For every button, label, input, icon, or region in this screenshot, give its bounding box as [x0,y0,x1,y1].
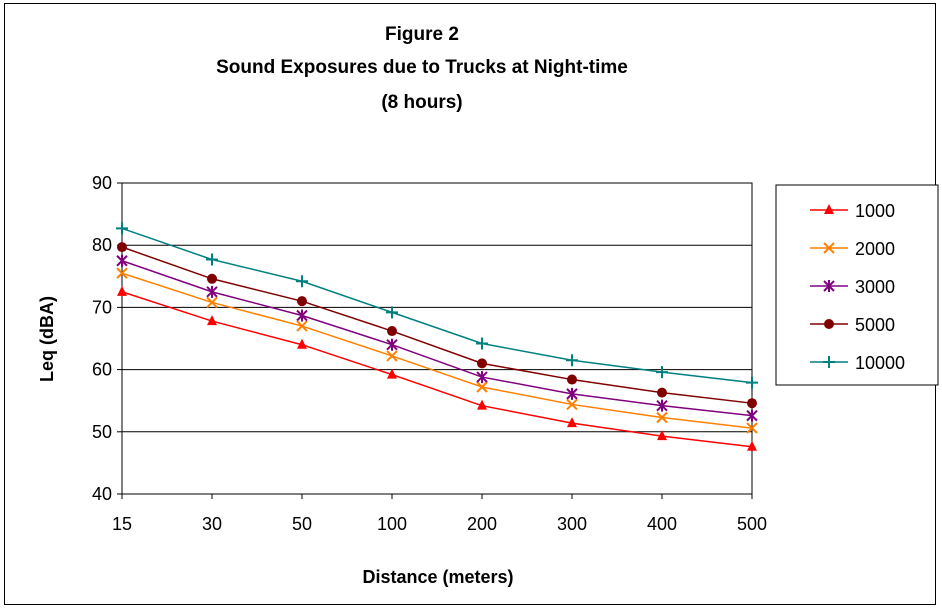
legend-box [775,184,939,386]
x-tick-label-300: 300 [557,514,587,534]
point-10000-500 [746,376,758,389]
legend-item-10000: 10000 [810,353,905,373]
legend-item-3000: 3000 [810,277,895,297]
point-2000-500 [746,422,758,434]
legend-marker-1000 [824,204,834,214]
point-5000-15 [117,242,127,253]
legend-item-1000: 1000 [810,201,895,221]
y-tick-label-70: 70 [92,297,112,317]
y-tick-label-40: 40 [92,484,112,504]
y-tick-labels: 40 50 60 70 80 90 [92,173,112,504]
point-2000-400 [656,411,668,424]
legend-label-10000: 10000 [855,353,905,373]
point-1000-300 [567,417,577,428]
point-5000-500 [747,398,757,409]
x-tick-labels: 15 30 50 100 200 300 400 500 [112,514,767,534]
point-10000-400 [656,366,668,379]
point-3000-500 [746,409,758,422]
point-2000-200 [476,381,488,393]
x-tick-label-100: 100 [377,514,407,534]
series-3000 [116,254,758,422]
point-1000-400 [657,430,667,441]
legend-marker-2000 [823,242,835,254]
chart-title-line-2: Sound Exposures due to Trucks at Night-t… [216,57,628,78]
series-group [116,222,758,451]
x-tick-label-30: 30 [202,514,222,534]
y-tick-label-80: 80 [92,235,112,255]
point-3000-200 [476,371,488,384]
point-5000-100 [387,326,397,337]
series-line-10000 [121,227,753,384]
point-10000-15 [116,222,128,235]
legend-label-5000: 5000 [855,315,895,335]
plot-area [121,182,753,495]
legend-label-1000: 1000 [855,201,895,221]
series-1000 [117,285,757,451]
x-tick-label-200: 200 [467,514,497,534]
x-tick-label-15: 15 [112,514,132,534]
legend-label-2000: 2000 [855,239,895,259]
y-tick-label-60: 60 [92,360,112,380]
point-1000-500 [747,440,757,451]
point-1000-50 [297,338,307,349]
series-line-3000 [121,260,753,417]
point-2000-30 [206,296,218,309]
point-5000-400 [657,387,667,398]
point-3000-50 [296,309,308,322]
x-tick-label-400: 400 [647,514,677,534]
point-10000-300 [566,354,578,367]
x-tick-label-50: 50 [292,514,312,534]
series-line-1000 [121,291,753,448]
chart-title-line-3: (8 hours) [381,92,462,113]
point-1000-15 [117,285,127,296]
point-10000-50 [296,275,308,288]
series-2000 [116,267,758,434]
legend-marker-5000 [824,319,834,329]
legend-label-3000: 3000 [855,277,895,297]
point-1000-100 [387,368,397,379]
point-10000-30 [206,253,218,266]
point-5000-200 [477,358,487,369]
point-10000-200 [476,337,488,350]
legend: 1000 2000 3000 5000 10000 [810,201,905,373]
point-1000-200 [477,399,487,410]
point-10000-100 [386,306,398,319]
legend-marker-3000 [823,280,835,292]
point-5000-50 [297,296,307,307]
point-3000-30 [206,285,218,298]
point-2000-15 [116,267,128,279]
x-tick-label-500: 500 [737,514,767,534]
y-axis-title: Leq (dBA) [37,296,57,382]
legend-item-5000: 5000 [810,315,895,335]
point-3000-400 [656,399,668,412]
legend-item-2000: 2000 [810,239,895,259]
point-5000-300 [567,374,577,385]
point-2000-50 [296,320,308,332]
point-5000-30 [207,273,217,284]
point-3000-15 [116,254,128,267]
y-tick-label-90: 90 [92,173,112,193]
point-2000-300 [566,398,578,411]
series-5000 [117,242,757,409]
point-3000-300 [566,387,578,400]
x-axis-title: Distance (meters) [362,567,513,587]
series-line-5000 [121,246,753,404]
legend-marker-10000 [823,356,835,368]
chart-title-line-1: Figure 2 [385,24,459,45]
y-tick-label-50: 50 [92,422,112,442]
series-10000 [116,222,758,389]
point-2000-100 [386,350,398,362]
point-1000-30 [207,315,217,326]
series-line-2000 [121,272,753,429]
point-3000-100 [386,338,398,351]
